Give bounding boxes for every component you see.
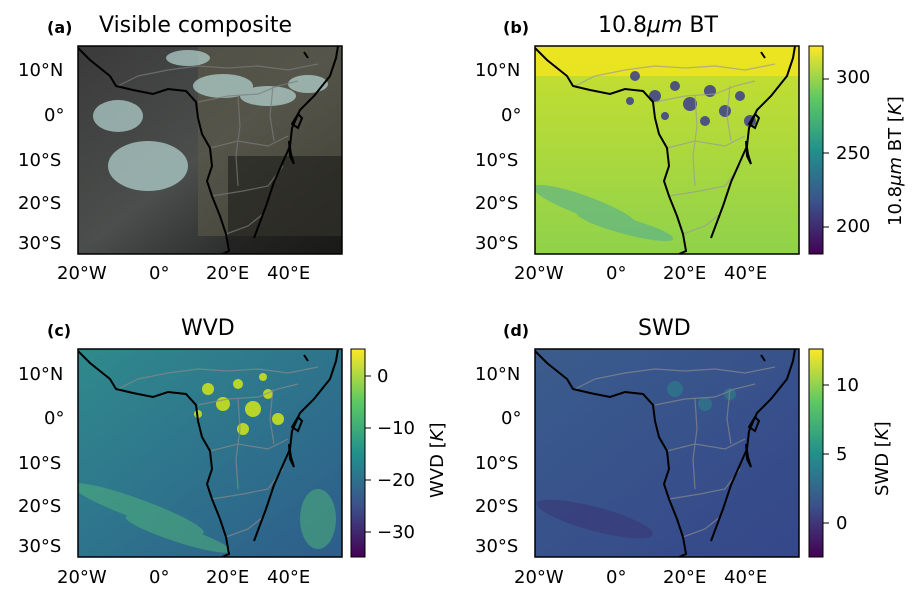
lat-tick: 0° [501, 105, 522, 126]
colorbar-tick: 200 [836, 216, 871, 237]
colorbar-tick: −30 [377, 522, 415, 543]
panel-title: WVD [181, 316, 235, 341]
lat-tick: 10°S [475, 453, 519, 474]
lon-tick: 0° [606, 567, 627, 588]
colorbar-c [350, 348, 366, 558]
panel-title: 10.8μm BT [598, 13, 718, 38]
lon-tick: 40°E [267, 567, 311, 588]
lon-tick: 40°E [724, 263, 768, 284]
lat-tick: 10°S [18, 150, 62, 171]
lat-tick: 30°S [18, 536, 62, 557]
panel-title: SWD [638, 316, 691, 341]
lat-tick: 10°S [475, 150, 519, 171]
lon-tick: 20°W [514, 263, 564, 284]
lon-tick: 20°W [57, 263, 107, 284]
lon-tick: 0° [606, 263, 627, 284]
lon-tick: 0° [149, 567, 170, 588]
lon-tick: 20°E [206, 263, 250, 284]
lat-tick: 20°S [475, 496, 519, 517]
lat-tick: 10°N [18, 364, 64, 385]
colorbar-tick: 10 [836, 375, 859, 396]
lat-tick: 10°N [475, 364, 521, 385]
map-panel-d [534, 348, 800, 558]
colorbar-tick: −10 [377, 418, 415, 439]
map-panel-c [77, 348, 343, 558]
colorbar-tick: 250 [836, 143, 871, 164]
lat-tick: 30°S [18, 233, 62, 254]
map-panel-a [77, 45, 343, 255]
lat-tick: 20°S [18, 496, 62, 517]
colorbar-tick: 300 [836, 67, 871, 88]
lat-tick: 20°S [475, 193, 519, 214]
lat-tick: 0° [44, 105, 65, 126]
lat-tick: 0° [44, 408, 65, 429]
lon-tick: 20°E [663, 567, 707, 588]
colorbar-tick: 0 [836, 513, 848, 534]
colorbar-tick: 5 [836, 444, 848, 465]
lat-tick: 10°S [18, 453, 62, 474]
lon-tick: 0° [149, 263, 170, 284]
panel-title: Visible composite [99, 13, 293, 38]
lon-tick: 20°W [57, 567, 107, 588]
lon-tick: 20°W [514, 567, 564, 588]
panel-tag: (d) [503, 321, 530, 340]
map-panel-b [534, 45, 800, 255]
colorbar-tick: 0 [377, 366, 389, 387]
panel-tag: (c) [47, 321, 72, 340]
lat-tick: 0° [501, 408, 522, 429]
lat-tick: 30°S [475, 536, 519, 557]
lon-tick: 40°E [267, 263, 311, 284]
lon-tick: 20°E [206, 567, 250, 588]
lon-tick: 20°E [663, 263, 707, 284]
lat-tick: 20°S [18, 193, 62, 214]
panel-tag: (a) [47, 18, 73, 37]
lon-tick: 40°E [724, 567, 768, 588]
lat-tick: 10°N [475, 60, 521, 81]
colorbar-d [808, 348, 824, 558]
colorbar-tick: −20 [377, 470, 415, 491]
lat-tick: 30°S [475, 233, 519, 254]
lat-tick: 10°N [18, 60, 64, 81]
panel-tag: (b) [503, 18, 530, 37]
colorbar-b [808, 45, 824, 255]
